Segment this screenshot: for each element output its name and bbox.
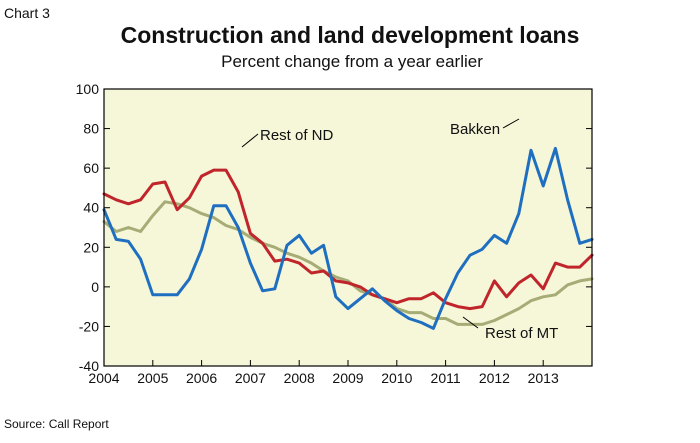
x-tick-label: 2006 — [186, 370, 217, 386]
x-tick-label: 2012 — [479, 370, 510, 386]
series-label-bakken: Bakken — [450, 121, 500, 138]
x-axis: 2004 2005 2006 2007 2008 2009 2010 2011 2012 2013 — [88, 360, 559, 386]
leader-line-rest-of-nd — [241, 133, 259, 148]
x-tick-label: 2005 — [137, 370, 168, 386]
x-tick-label: 2009 — [332, 370, 363, 386]
y-axis: 100 80 60 40 20 0 -20 -40 — [76, 81, 592, 374]
y-tick-label: -20 — [79, 318, 99, 334]
y-tick-label: 20 — [83, 239, 99, 255]
leader-line-bakken — [502, 118, 520, 129]
chart-title: Construction and land development loans — [121, 22, 580, 48]
y-tick-label: 80 — [83, 121, 99, 137]
x-tick-label: 2008 — [284, 370, 315, 386]
series-labels: Bakken Rest of ND Rest of MT — [241, 118, 558, 342]
source-note: Source: Call Report — [4, 417, 109, 431]
plot-border — [103, 88, 593, 367]
y-tick-label: 40 — [83, 200, 99, 216]
plot-area — [104, 89, 592, 366]
series-line-rest-of-nd — [102, 168, 594, 311]
x-tick-label: 2007 — [235, 370, 266, 386]
chart-number: Chart 3 — [4, 5, 50, 21]
series-label-rest-of-mt: Rest of MT — [485, 325, 558, 342]
leader-line-rest-of-mt — [462, 316, 479, 329]
x-tick-label: 2010 — [381, 370, 412, 386]
y-tick-label: -40 — [79, 358, 99, 374]
series-label-rest-of-nd: Rest of ND — [260, 127, 334, 144]
x-tick-label: 2004 — [88, 370, 119, 386]
y-tick-label: 60 — [83, 160, 99, 176]
x-tick-label: 2011 — [431, 370, 461, 386]
chart-subtitle: Percent change from a year earlier — [221, 52, 483, 71]
series-layer — [102, 146, 594, 330]
series-line-rest-of-mt — [102, 200, 594, 326]
y-tick-label: 100 — [76, 81, 100, 97]
x-tick-label: 2013 — [528, 370, 559, 386]
y-tick-label: 0 — [91, 279, 99, 295]
series-line-bakken — [102, 146, 594, 330]
